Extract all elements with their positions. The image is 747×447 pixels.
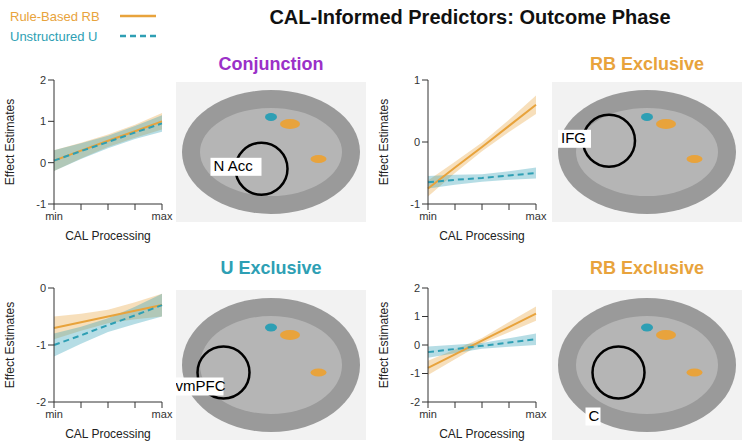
svg-text:IFG: IFG xyxy=(561,129,586,146)
svg-text:CAL Processing: CAL Processing xyxy=(439,427,525,441)
html-text:U Exclusive: U Exclusive xyxy=(220,258,322,278)
svg-text:max: max xyxy=(152,210,173,222)
svg-text:min: min xyxy=(45,408,63,420)
svg-text:Effect Estimates: Effect Estimates xyxy=(377,99,391,185)
svg-text:0: 0 xyxy=(414,339,420,351)
svg-text:max: max xyxy=(152,408,173,420)
svg-text:1: 1 xyxy=(40,115,46,127)
svg-text:-2: -2 xyxy=(36,396,46,408)
svg-text:1: 1 xyxy=(414,74,420,86)
svg-text:CAL Processing: CAL Processing xyxy=(65,229,151,243)
html-text:RB Exclusive: RB Exclusive xyxy=(590,258,704,278)
svg-text:-2: -2 xyxy=(410,396,420,408)
svg-text:-1: -1 xyxy=(36,198,46,210)
svg-text:max: max xyxy=(526,210,547,222)
svg-text:Effect Estimates: Effect Estimates xyxy=(3,99,17,185)
svg-text:-1: -1 xyxy=(36,339,46,351)
svg-text:0: 0 xyxy=(414,136,420,148)
html-text:Unstructured U: Unstructured U xyxy=(10,28,98,44)
html-text:RB Exclusive: RB Exclusive xyxy=(590,54,704,74)
svg-text:Effect Estimates: Effect Estimates xyxy=(3,302,17,388)
svg-text:Effect Estimates: Effect Estimates xyxy=(377,302,391,388)
svg-text:-1: -1 xyxy=(410,367,420,379)
svg-text:-1: -1 xyxy=(410,198,420,210)
svg-text:CAL Processing: CAL Processing xyxy=(439,229,525,243)
svg-text:min: min xyxy=(45,210,63,222)
html-text:Rule-Based RB: Rule-Based RB xyxy=(10,8,100,24)
svg-text:0: 0 xyxy=(40,157,46,169)
html-text:Conjunction: Conjunction xyxy=(218,54,324,74)
svg-text:N Acc: N Acc xyxy=(214,157,254,174)
svg-text:CAL Processing: CAL Processing xyxy=(65,427,151,441)
svg-text:C: C xyxy=(589,407,600,424)
svg-text:max: max xyxy=(526,408,547,420)
svg-text:min: min xyxy=(419,210,437,222)
svg-text:1: 1 xyxy=(414,310,420,322)
svg-text:min: min xyxy=(419,408,437,420)
svg-text:vmPFC: vmPFC xyxy=(176,377,226,394)
svg-text:2: 2 xyxy=(40,74,46,86)
svg-text:0: 0 xyxy=(40,282,46,294)
html-text:CAL-Informed Predictors: Outco: CAL-Informed Predictors: Outcome Phase xyxy=(269,6,671,28)
svg-text:2: 2 xyxy=(414,282,420,294)
